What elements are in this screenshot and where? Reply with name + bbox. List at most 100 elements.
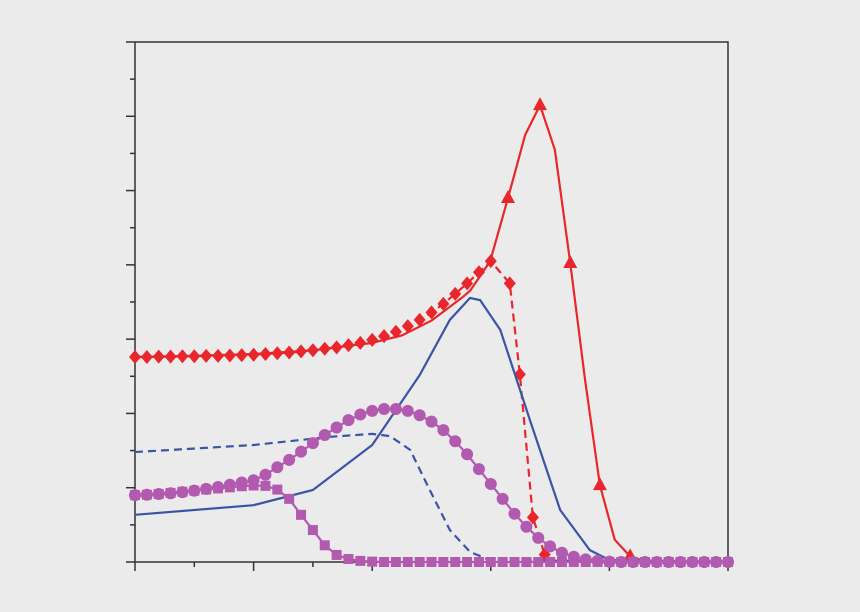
diamond-marker (176, 349, 189, 364)
square-marker (651, 557, 662, 567)
diamond-marker (306, 343, 319, 358)
circle-marker (437, 424, 450, 437)
diamond-marker (413, 312, 426, 327)
circle-marker (484, 478, 497, 490)
circle-marker (532, 531, 545, 544)
circle-marker (378, 402, 391, 415)
square-marker (675, 557, 686, 567)
diamond-marker (212, 348, 225, 363)
square-marker (556, 557, 567, 567)
diamond-marker (526, 510, 539, 525)
square-marker (319, 540, 330, 551)
square-marker (485, 557, 496, 567)
circle-marker (366, 404, 379, 417)
diamond-marker (200, 348, 213, 363)
square-marker (379, 557, 390, 567)
diamond-marker (152, 349, 165, 364)
diamond-marker (425, 305, 438, 320)
circle-marker (283, 453, 296, 466)
square-marker (509, 557, 520, 567)
square-marker (414, 557, 425, 567)
square-marker (497, 557, 508, 567)
square-marker (177, 486, 188, 497)
square-marker (165, 487, 176, 498)
square-marker (390, 557, 401, 567)
square-marker (592, 557, 603, 567)
square-marker (307, 525, 318, 536)
circle-marker (401, 404, 414, 417)
square-marker (450, 557, 461, 567)
series-line (134, 432, 729, 564)
square-marker (616, 557, 627, 567)
square-marker (224, 482, 235, 493)
circle-marker (318, 428, 331, 441)
square-marker (545, 557, 556, 567)
diamond-marker (247, 347, 260, 362)
square-marker (639, 557, 650, 567)
diamond-marker (472, 265, 485, 280)
square-marker (201, 484, 212, 495)
square-marker (248, 480, 259, 491)
square-marker (272, 484, 283, 495)
circle-marker (413, 409, 426, 422)
diamond-marker (140, 349, 153, 364)
circle-marker (389, 402, 402, 415)
square-marker (604, 557, 615, 567)
diamond-marker (129, 349, 141, 364)
square-marker (462, 557, 473, 567)
square-marker (699, 557, 710, 567)
triangle-marker (533, 97, 548, 111)
diamond-marker (484, 254, 497, 269)
diamond-marker (164, 349, 177, 364)
circle-marker (425, 415, 438, 428)
square-marker (438, 557, 449, 567)
square-marker (711, 557, 722, 567)
diamond-marker (437, 296, 450, 311)
circle-marker (354, 408, 367, 421)
square-marker (189, 485, 200, 496)
diamond-marker (318, 341, 331, 356)
square-marker (628, 557, 639, 567)
square-marker (723, 557, 733, 567)
diamond-marker (283, 345, 296, 360)
square-marker (296, 509, 307, 520)
square-marker (130, 490, 140, 501)
circle-marker (330, 421, 343, 434)
square-marker (260, 480, 271, 491)
diamond-marker (295, 344, 308, 359)
circle-marker (259, 468, 272, 481)
circle-marker (342, 414, 355, 427)
circle-marker (496, 492, 509, 505)
square-marker (402, 557, 413, 567)
square-marker (663, 557, 674, 567)
diamond-marker (503, 276, 516, 291)
circle-marker (306, 437, 319, 450)
square-marker (213, 483, 224, 494)
square-marker (367, 556, 378, 567)
square-marker (141, 489, 152, 500)
square-marker (355, 555, 366, 566)
square-marker (426, 557, 437, 567)
triangle-marker (592, 477, 607, 491)
circle-marker (449, 435, 462, 448)
diamond-marker (449, 286, 462, 301)
series-line (134, 296, 729, 564)
diamond-marker (259, 347, 272, 361)
circle-marker (461, 448, 474, 461)
square-marker (568, 557, 579, 567)
circle-marker (520, 520, 533, 533)
diamond-marker (389, 324, 402, 339)
square-marker (331, 549, 342, 560)
diamond-marker (330, 340, 343, 355)
diamond-marker (223, 348, 236, 363)
square-marker (521, 557, 532, 567)
square-marker (284, 493, 295, 504)
square-marker (687, 557, 698, 567)
triangle-marker (563, 255, 578, 268)
circle-marker (295, 445, 308, 458)
triangle-marker (500, 190, 515, 203)
circle-marker (544, 540, 557, 553)
circle-marker (555, 546, 568, 559)
